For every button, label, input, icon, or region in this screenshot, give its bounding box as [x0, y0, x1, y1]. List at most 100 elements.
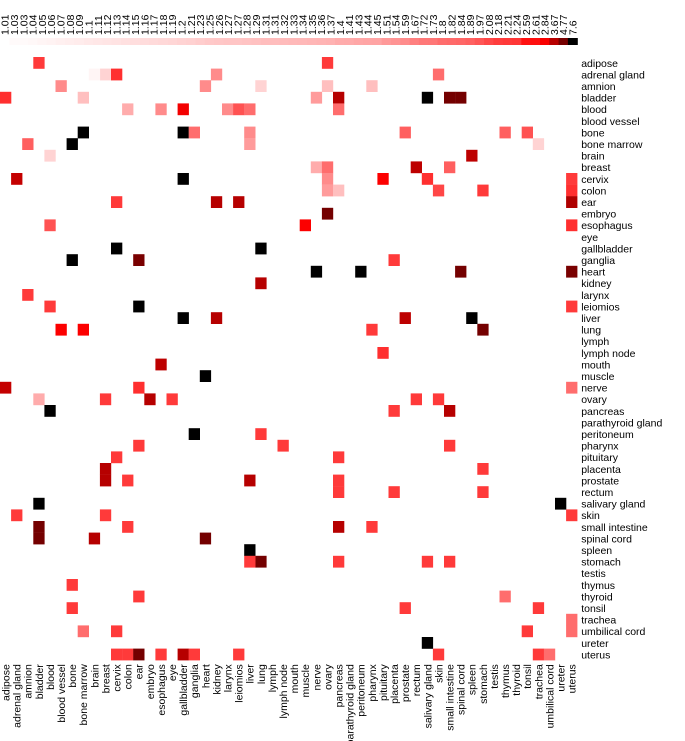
colorbar-tick-label: 2.21	[502, 14, 514, 35]
column-label: lymph node	[278, 664, 290, 718]
heatmap-cell	[333, 91, 345, 104]
row-label: adipose	[581, 58, 618, 70]
heatmap-cell	[111, 196, 123, 208]
heatmap-cell	[244, 103, 256, 116]
colorbar-tick-label: 1.27	[223, 14, 235, 35]
colorbar-segment	[279, 38, 290, 45]
colorbar-segment	[335, 38, 346, 45]
heatmap-cell	[244, 544, 256, 556]
colorbar-tick-label: 1.1	[83, 20, 95, 35]
heatmap-cell	[122, 648, 134, 661]
heatmap-cell	[99, 463, 112, 475]
column-label: larynx	[223, 663, 235, 692]
heatmap-cell	[321, 184, 334, 197]
heatmap-cell	[477, 184, 489, 197]
row-label: cervix	[581, 174, 609, 186]
heatmap-cell	[177, 312, 189, 324]
heatmap-cell	[410, 393, 422, 406]
row-label: ovary	[581, 394, 607, 406]
heatmap-cells	[0, 57, 578, 661]
heatmap-cell	[233, 648, 245, 661]
heatmap-cell	[99, 509, 112, 522]
colorbar-tick-label: 1.18	[158, 14, 170, 35]
column-label: eye	[167, 664, 179, 681]
heatmap-cell	[11, 173, 23, 185]
colorbar-segment	[353, 38, 364, 45]
heatmap-cell	[133, 590, 145, 603]
heatmap-cell	[388, 405, 400, 417]
heatmap-cell	[199, 80, 212, 92]
colorbar-segment	[242, 38, 252, 45]
heatmap-cell	[111, 451, 123, 464]
column-label: uterus	[567, 664, 579, 693]
column-label: ear	[134, 664, 146, 680]
colorbar-segment	[558, 38, 569, 45]
heatmap-cell	[199, 370, 212, 382]
colorbar-tick-label: 2.61	[530, 14, 542, 35]
row-label: spinal cord	[581, 533, 632, 545]
heatmap-cell	[377, 173, 389, 185]
colorbar-tick-label: 1.36	[316, 14, 328, 35]
colorbar-segment	[539, 38, 550, 45]
heatmap-cell	[199, 532, 212, 545]
heatmap-cell	[133, 381, 145, 394]
heatmap-cell	[321, 80, 334, 92]
colorbar-segment	[176, 38, 187, 45]
colorbar-tick-label: 1.37	[325, 14, 337, 35]
column-label: colon	[123, 664, 135, 689]
row-label: salivary gland	[581, 499, 645, 511]
colorbar-segment	[502, 38, 513, 45]
heatmap-cell	[88, 68, 101, 81]
colorbar-segment	[307, 38, 318, 45]
colorbar-segment	[18, 38, 29, 45]
row-label: nerve	[581, 383, 607, 395]
heatmap-cell	[366, 521, 378, 533]
heatmap-cell	[233, 103, 245, 116]
heatmap-cell	[66, 602, 78, 614]
column-label: placenta	[389, 664, 401, 704]
colorbar-segment	[325, 38, 336, 45]
heatmap-cell	[44, 149, 56, 162]
heatmap-cell	[55, 80, 67, 92]
heatmap-cell	[11, 509, 23, 522]
colorbar-tick-label: 4.77	[558, 14, 570, 35]
heatmap-cell	[310, 91, 323, 104]
colorbar-tick-label: 1.13	[111, 14, 123, 35]
heatmap-cell	[321, 57, 334, 69]
column-label: adrenal gland	[12, 664, 24, 728]
column-label: bladder	[34, 664, 46, 700]
heatmap-cell	[244, 126, 256, 139]
heatmap-cell	[399, 602, 411, 614]
row-label: thymus	[581, 580, 615, 592]
heatmap-cell	[122, 103, 134, 116]
heatmap-cell	[566, 625, 578, 638]
row-label: eye	[581, 232, 598, 244]
colorbar-segment	[269, 38, 280, 45]
heatmap-cell	[33, 393, 45, 406]
colorbar-tick-label: 1.43	[353, 14, 365, 35]
colorbar	[0, 38, 578, 45]
heatmap-cell	[333, 451, 345, 464]
row-label: prostate	[581, 475, 619, 487]
row-label: testis	[581, 568, 606, 580]
column-label: umbilical cord	[544, 664, 556, 728]
column-label: brain	[89, 664, 101, 688]
row-label: ganglia	[581, 255, 615, 267]
heatmap-cell	[244, 555, 256, 568]
colorbar-segment	[251, 38, 262, 45]
colorbar-segment	[512, 38, 522, 45]
heatmap-cell	[33, 532, 45, 545]
heatmap-cell	[44, 300, 56, 313]
heatmap-cell	[177, 103, 189, 116]
colorbar-tick-label: 1.14	[121, 14, 133, 35]
colorbar-tick-label: 1.35	[307, 14, 319, 35]
column-label: pharynx	[367, 663, 379, 701]
colorbar-tick-label: 1.27	[232, 14, 244, 35]
heatmap-cell	[255, 555, 267, 568]
colorbar-tick-label: 1.51	[381, 14, 393, 35]
column-label: nerve	[311, 664, 323, 690]
column-label: thyroid	[511, 664, 523, 696]
row-label: thyroid	[581, 591, 613, 603]
colorbar-segment	[428, 38, 439, 45]
